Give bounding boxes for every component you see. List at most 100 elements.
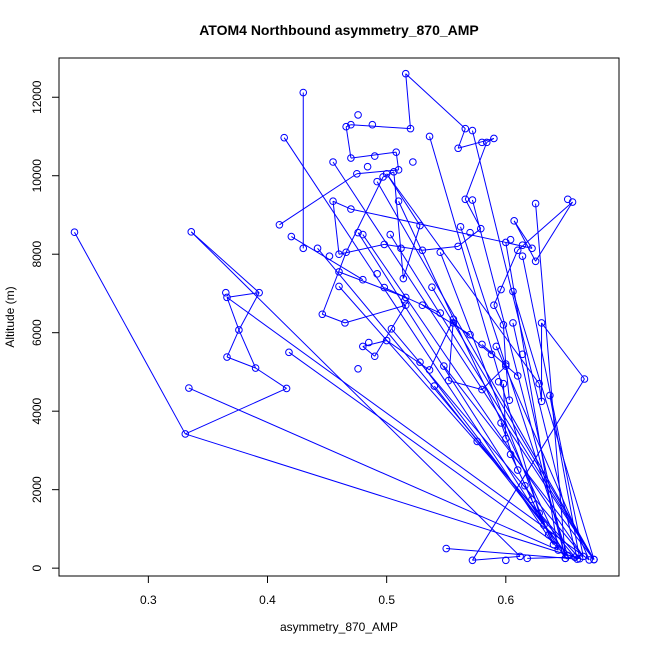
- series-segment: [446, 548, 578, 560]
- series-segment: [283, 137, 554, 545]
- data-point: [359, 230, 367, 239]
- data-point: [497, 419, 505, 427]
- data-point: [347, 205, 355, 213]
- data-point: [449, 315, 458, 324]
- series-lines: [74, 73, 595, 561]
- series-segment: [398, 201, 566, 559]
- series-segment: [226, 297, 240, 331]
- data-point: [342, 248, 350, 257]
- y-tick-label: 10000: [30, 159, 44, 193]
- data-point: [390, 168, 398, 176]
- data-point: [523, 554, 532, 563]
- data-point: [394, 166, 403, 174]
- series-segment: [464, 142, 488, 200]
- data-point: [185, 384, 193, 392]
- series-segment: [362, 346, 376, 357]
- series-segment: [481, 365, 507, 390]
- data-point: [546, 391, 554, 400]
- series-segment: [402, 225, 421, 279]
- data-point: [299, 244, 308, 253]
- data-point: [353, 169, 361, 178]
- data-point: [499, 379, 508, 388]
- y-tick-label: 8000: [30, 241, 44, 268]
- series-points: [70, 69, 598, 565]
- data-point: [397, 244, 405, 253]
- data-point: [468, 126, 477, 135]
- data-point: [251, 364, 260, 372]
- data-point: [518, 252, 527, 260]
- data-point: [401, 301, 410, 310]
- data-point: [490, 134, 498, 143]
- data-point: [509, 287, 517, 296]
- series-segment: [384, 287, 441, 314]
- data-point: [325, 252, 334, 260]
- series-segment: [190, 231, 521, 557]
- data-point: [521, 481, 529, 490]
- data-point: [571, 553, 579, 561]
- data-point: [318, 310, 327, 319]
- series-segment: [338, 271, 406, 298]
- data-point: [478, 385, 486, 394]
- data-point: [425, 132, 434, 141]
- series-segment: [472, 378, 585, 561]
- data-point: [335, 250, 343, 259]
- data-point: [531, 257, 540, 266]
- data-point: [494, 377, 503, 386]
- data-point: [341, 319, 349, 327]
- series-segment: [384, 243, 423, 251]
- data-point: [506, 450, 515, 459]
- data-point: [370, 352, 379, 361]
- series-segment: [493, 250, 519, 306]
- series-segment: [512, 291, 595, 560]
- data-point: [554, 546, 563, 554]
- x-tick-label: 0.3: [140, 593, 157, 607]
- series-segment: [429, 136, 540, 514]
- data-point: [181, 430, 190, 438]
- series-segment: [460, 226, 569, 556]
- series-segment: [448, 319, 454, 381]
- data-point: [513, 466, 522, 474]
- data-point: [561, 554, 570, 563]
- series-segment: [332, 201, 340, 255]
- data-point: [468, 556, 477, 565]
- data-point: [456, 222, 465, 231]
- y-tick-label: 12000: [30, 80, 44, 114]
- series-segment: [255, 367, 287, 389]
- data-point: [428, 283, 436, 291]
- data-point: [585, 556, 594, 564]
- data-point: [275, 220, 284, 229]
- x-tick-label: 0.4: [259, 593, 276, 607]
- series-segment: [350, 124, 411, 130]
- data-point: [416, 358, 424, 366]
- series-segment: [74, 231, 186, 435]
- data-point: [513, 372, 522, 380]
- series-segment: [238, 329, 257, 369]
- data-point: [380, 240, 389, 249]
- series-segment: [389, 234, 595, 560]
- series-segment: [391, 328, 584, 557]
- data-point: [568, 198, 577, 206]
- data-point: [528, 244, 536, 253]
- series-segment: [386, 173, 421, 226]
- series-segment: [350, 208, 506, 243]
- data-point: [282, 384, 291, 393]
- data-point: [342, 122, 350, 131]
- series-segment: [429, 319, 454, 371]
- data-point: [499, 321, 508, 329]
- series-segment: [386, 173, 540, 385]
- data-point: [329, 158, 337, 166]
- data-point: [510, 217, 518, 225]
- series-segment: [226, 329, 240, 358]
- series-segment: [345, 126, 352, 159]
- data-point: [335, 268, 343, 276]
- data-point: [535, 379, 543, 388]
- data-point: [373, 177, 381, 186]
- series-segment: [288, 351, 578, 560]
- series-segment: [405, 73, 466, 130]
- series-segment: [185, 387, 287, 435]
- series-segment: [549, 395, 581, 559]
- series-segment: [322, 313, 346, 324]
- series-segment: [486, 138, 495, 143]
- series-segment: [226, 292, 260, 298]
- data-point: [409, 158, 417, 166]
